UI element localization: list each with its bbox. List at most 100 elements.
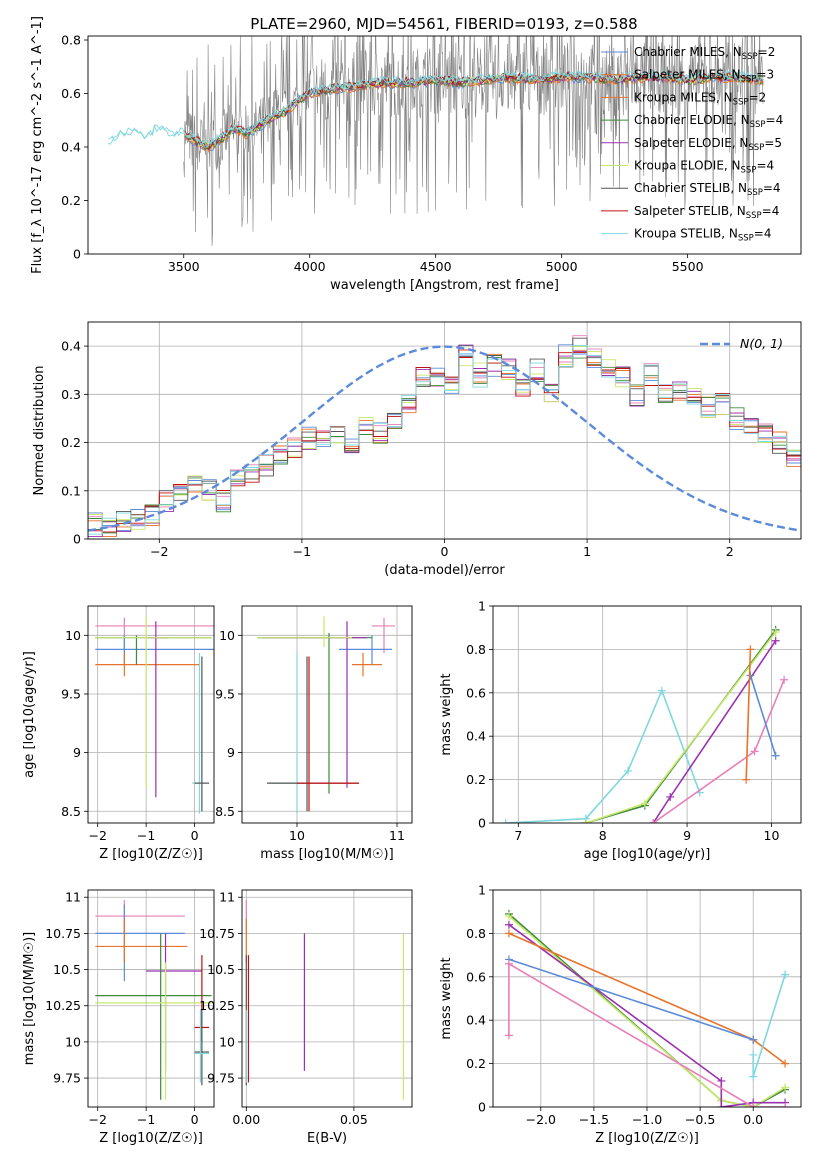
error-cross — [95, 933, 212, 1100]
x-axis-label: mass [log10(M/M☉)] — [260, 847, 393, 862]
weight-line — [508, 958, 754, 1041]
weight-marker — [742, 775, 751, 784]
panel-weight-vs-z: −2.0 −1.5 −1.0 −0.5 0.0 0 0.2 0.4 0.6 0.8 1 Z [log1… — [439, 883, 802, 1146]
error-cross — [95, 652, 200, 677]
error-cross — [95, 900, 185, 934]
x-tick-label: −1 — [137, 1112, 155, 1127]
weight-marker — [717, 1103, 726, 1107]
y-tick-label: 10.75 — [45, 926, 81, 941]
histogram-step — [88, 344, 801, 537]
weight-marker — [666, 792, 675, 801]
panel-weight-vs-age: 7 8 9 10 0 0.2 0.4 0.6 0.8 1 age [log10(age/yr)] ma… — [439, 599, 802, 862]
x-tick-label: −0.5 — [685, 1112, 715, 1127]
y-tick-label: 0.4 — [466, 729, 486, 744]
y-tick-label: 0.8 — [61, 33, 81, 48]
x-axis-label: (data-model)/error — [384, 563, 505, 578]
histogram-step — [88, 344, 801, 535]
y-tick-label: 10 — [65, 1034, 81, 1049]
weight-marker — [771, 751, 780, 760]
histogram-step — [88, 344, 801, 531]
legend-label: N(0, 1) — [740, 336, 783, 351]
y-tick-label: 0.8 — [466, 926, 486, 941]
x-tick-label: −2 — [88, 828, 106, 843]
error-cross — [95, 918, 188, 963]
x-tick-label: −1 — [293, 544, 311, 559]
legend-label: Chabrier STELIB, NSSP=4 — [634, 181, 781, 198]
y-axis-label: age [log10(age/yr)] — [22, 651, 37, 778]
legend-label: Chabrier MILES, NSSP=2 — [634, 45, 775, 62]
weight-marker — [581, 819, 590, 823]
y-tick-label: 11 — [219, 890, 235, 905]
weight-line — [749, 675, 777, 756]
legend: Chabrier MILES, NSSP=2 Salpeter MILES, NS… — [601, 45, 783, 244]
panel-age-vs-mass: 10 11 8.5 9 9.5 10 mass [log10(M/M☉)] — [215, 605, 413, 862]
y-tick-label: 1 — [478, 599, 486, 614]
x-axis-label: Z [log10(Z/Z☉)] — [99, 847, 203, 862]
x-tick-label: 0 — [441, 544, 449, 559]
y-tick-label: 0.4 — [61, 140, 81, 155]
y-tick-label: 10.25 — [199, 998, 235, 1013]
weight-marker — [749, 1072, 758, 1081]
y-tick-label: 0.6 — [466, 685, 486, 700]
x-axis-label: Z [log10(Z/Z☉)] — [99, 1131, 203, 1146]
panel-spectrum: 3500 4000 4500 5000 5500 0 0.2 0.4 0.6 0.8 wavelen… — [30, 16, 802, 293]
histogram-step — [88, 349, 801, 537]
plot-area-weight-vs-age — [501, 625, 789, 823]
error-cross — [146, 933, 202, 1071]
y-tick-label: 0 — [478, 816, 486, 831]
plot-area-residuals — [88, 335, 801, 537]
error-cross — [372, 617, 395, 653]
y-tick-label: 9 — [227, 745, 235, 760]
y-tick-label: 0.6 — [61, 86, 81, 101]
x-tick-label: 3500 — [168, 259, 200, 274]
legend-label: Salpeter STELIB, NSSP=4 — [634, 204, 779, 221]
error-cross — [269, 652, 319, 814]
model-fit-line — [108, 69, 764, 146]
y-tick-label: 0.2 — [466, 1056, 486, 1071]
weight-marker — [504, 929, 513, 938]
error-cross — [194, 1010, 210, 1083]
legend-label: Kroupa ELODIE, NSSP=4 — [634, 159, 774, 176]
weight-marker — [624, 766, 633, 775]
y-tick-label: 0.2 — [61, 193, 81, 208]
y-tick-label: 0.4 — [61, 339, 81, 354]
error-cross — [339, 635, 392, 665]
weight-line — [652, 679, 785, 823]
y-tick-label: 0.2 — [466, 772, 486, 787]
x-tick-label: 11 — [389, 828, 405, 843]
y-tick-label: 0.3 — [61, 387, 81, 402]
x-tick-label: 0 — [191, 828, 199, 843]
weight-marker — [781, 1083, 790, 1092]
x-tick-label: 2 — [726, 544, 734, 559]
x-tick-label: 5000 — [546, 259, 578, 274]
x-tick-label: 10 — [289, 828, 305, 843]
y-tick-label: 0.4 — [466, 1013, 486, 1028]
plot-area-mass-vs-z — [95, 900, 212, 1100]
panel-mass-vs-ebv: 0.00 0.05 9.75 10 10.25 10.5 10.75 11 E(B-V) — [199, 889, 413, 1146]
gaussian-curve — [88, 345, 799, 532]
error-cross — [95, 962, 212, 1100]
y-tick-label: 10.25 — [45, 998, 81, 1013]
legend-label: Kroupa STELIB, NSSP=4 — [634, 227, 772, 244]
y-tick-label: 9.5 — [61, 686, 81, 701]
y-tick-label: 10 — [219, 1034, 235, 1049]
y-tick-label: 9.5 — [215, 686, 235, 701]
x-tick-label: 8 — [599, 828, 607, 843]
panel-mass-vs-z: −2 −1 0 9.75 10 10.25 10.5 10.75 11 Z [log10(Z/Z☉… — [22, 889, 215, 1146]
weight-line — [652, 640, 777, 823]
panel-age-vs-z: −2 −1 0 8.5 9 9.5 10 Z [log10(Z/Z☉)] age [log10(… — [22, 605, 215, 862]
x-tick-label: −1.5 — [579, 1112, 609, 1127]
axes-frame — [492, 889, 802, 1108]
error-cross — [146, 621, 168, 798]
x-axis-label: wavelength [Angstrom, rest frame] — [330, 278, 559, 293]
plot-area-weight-vs-z — [504, 909, 790, 1107]
panel-residuals: −2 −1 0 1 2 0 0.1 0.2 0.3 0.4 (data-model)/error No… — [32, 321, 802, 578]
axes-frame — [87, 321, 802, 540]
x-tick-label: −1.0 — [632, 1112, 662, 1127]
x-tick-label: 9 — [683, 828, 691, 843]
weight-marker — [504, 912, 513, 921]
weight-line — [508, 915, 786, 1107]
x-tick-label: −2 — [88, 1112, 106, 1127]
weight-line — [745, 649, 752, 780]
